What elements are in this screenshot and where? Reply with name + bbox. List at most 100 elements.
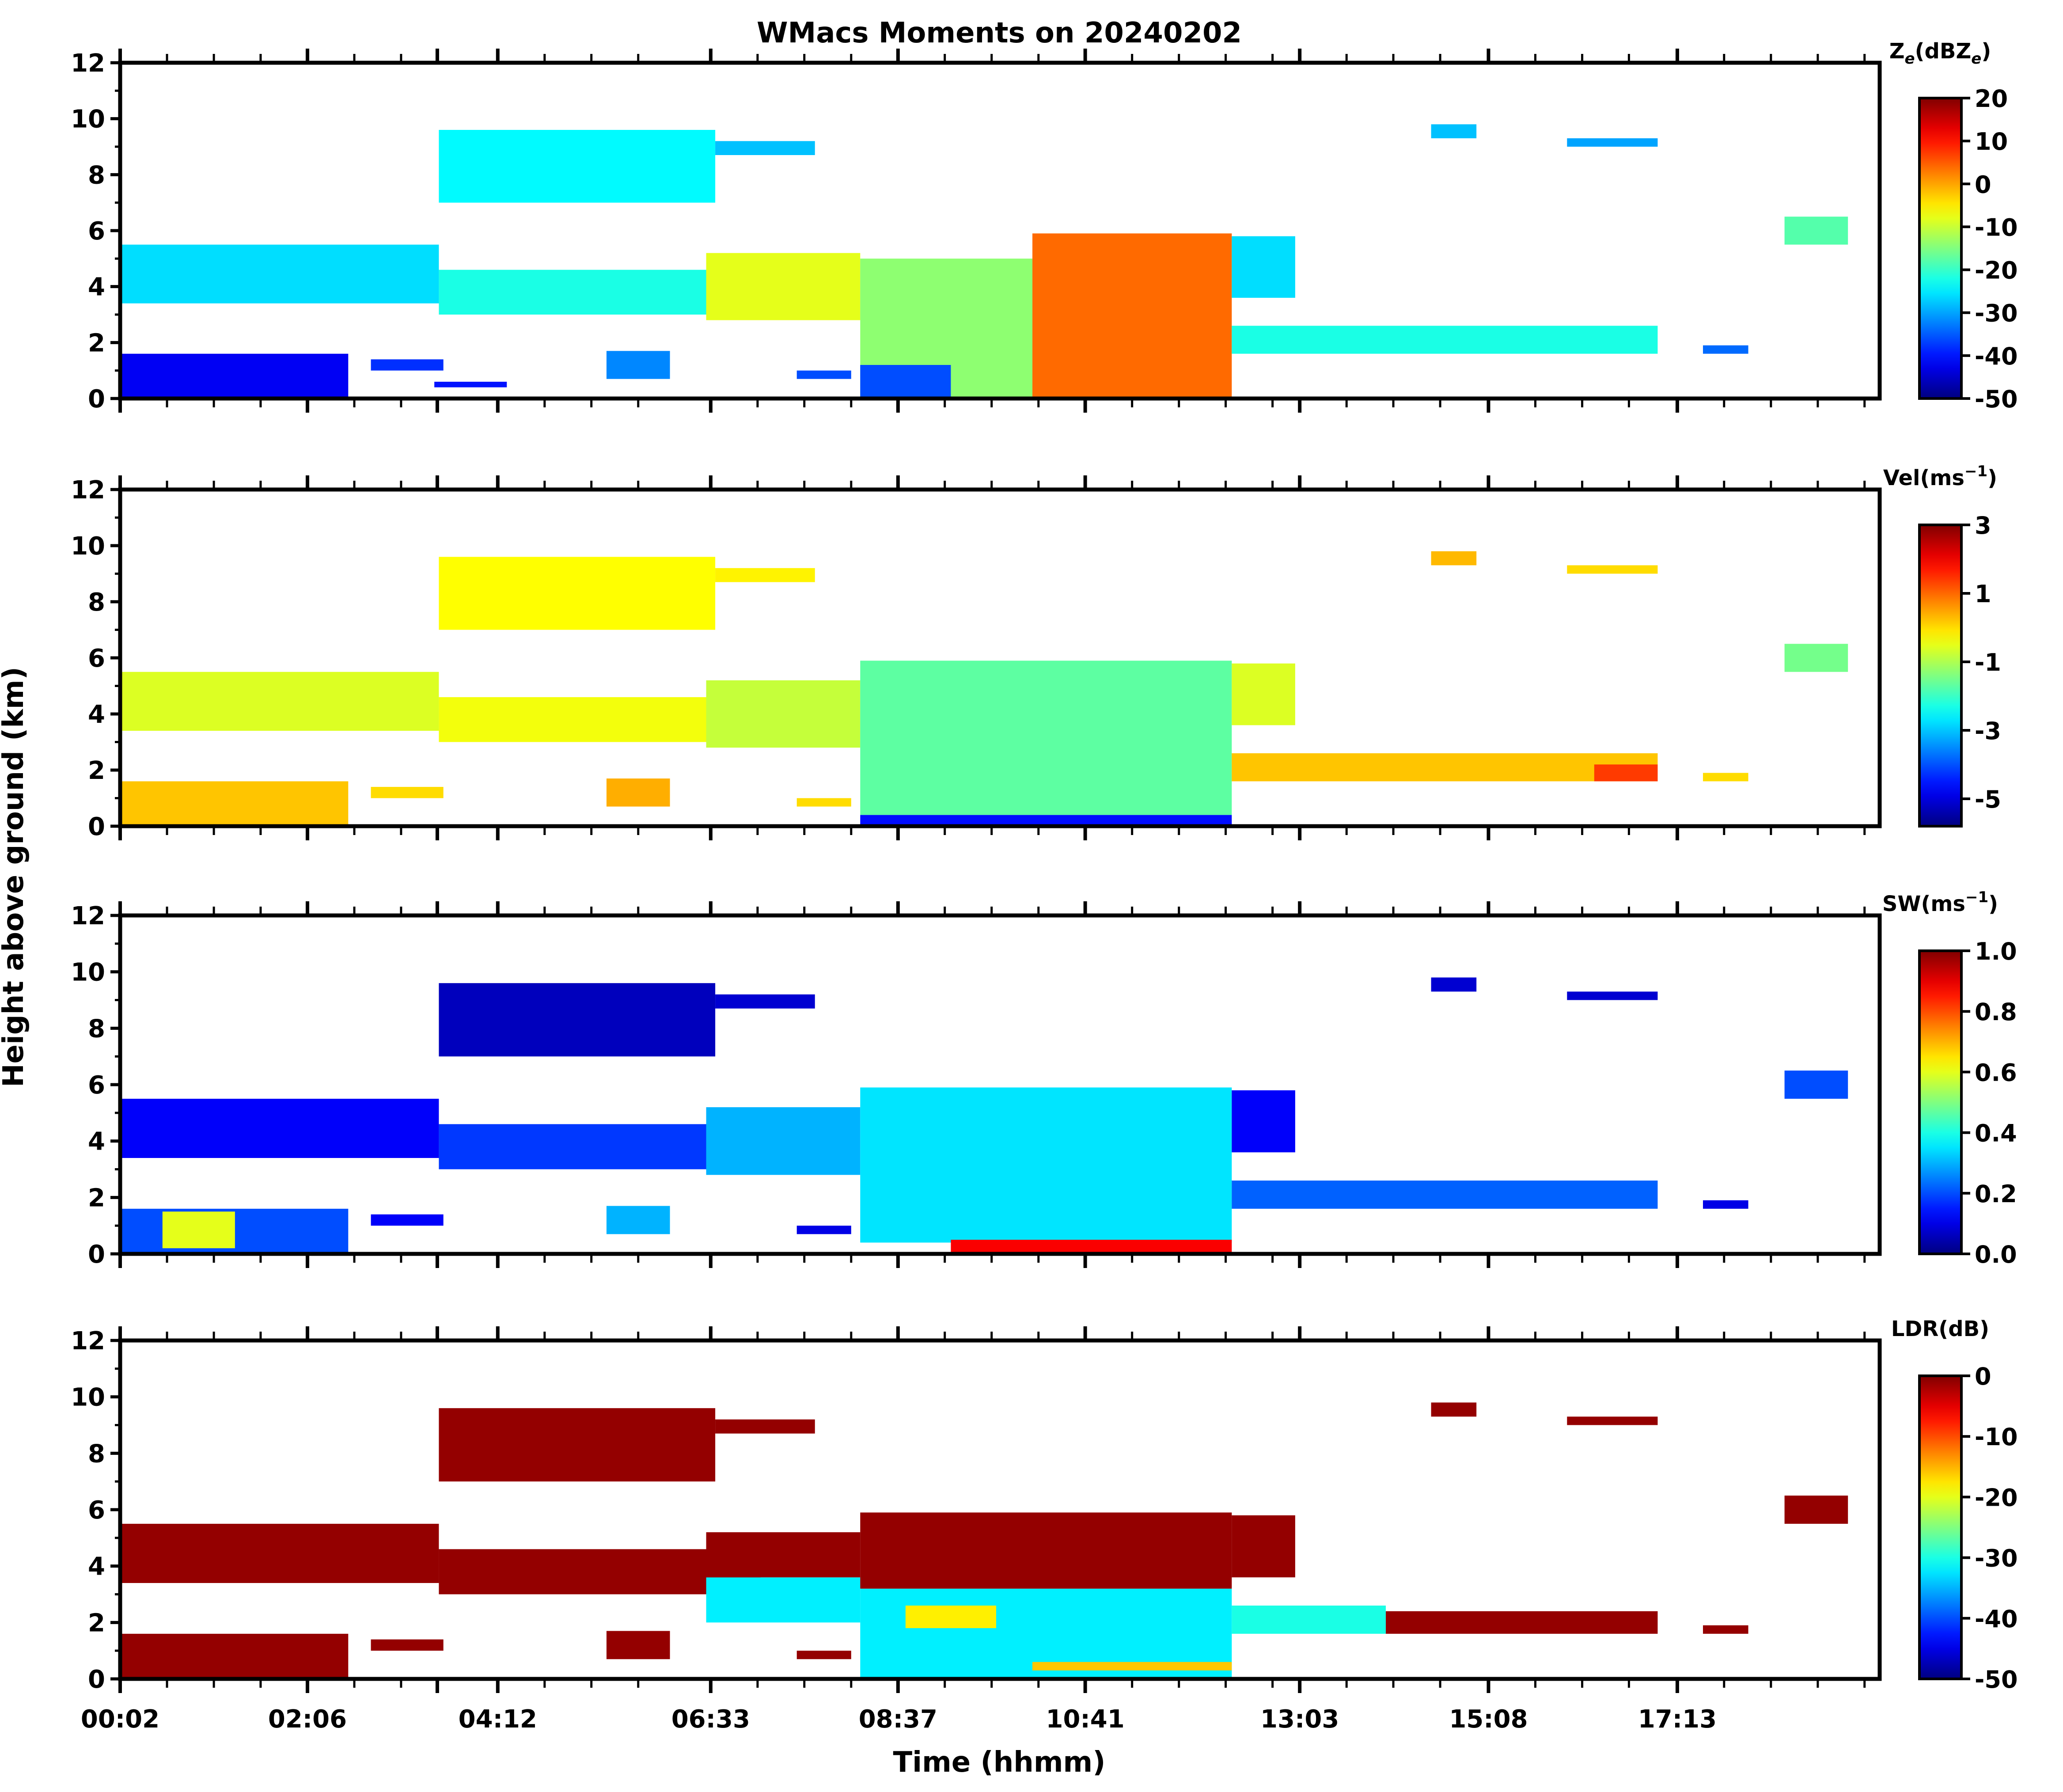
colorbar-tick-label: 1.0	[1975, 938, 2017, 965]
panels: 0 2 4 6 8 10 12 20 10 0 -10 -20 -30 -40 -50 Ze(dBZe) 0 2 4…	[71, 39, 2018, 1694]
heatmap-ze	[121, 124, 1848, 399]
y-tick-label: 12	[71, 49, 105, 78]
x-tick-label: 06:33	[671, 1705, 750, 1734]
heatmap-cell	[1703, 773, 1748, 782]
heatmap-cell	[439, 130, 716, 203]
y-tick-label: 6	[88, 644, 105, 673]
y-tick-label: 4	[88, 700, 105, 729]
heatmap-cell	[121, 353, 349, 399]
heatmap-cell	[860, 1087, 1232, 1243]
colorbar-tick-label: -30	[1975, 300, 2018, 327]
y-tick-label: 2	[88, 1184, 105, 1212]
heatmap-cell	[162, 1211, 235, 1249]
heatmap-cell	[1232, 753, 1658, 782]
y-tick-label: 2	[88, 1609, 105, 1637]
heatmap-cell	[121, 672, 439, 731]
heatmap-cell	[121, 1633, 349, 1679]
y-tick-label: 8	[88, 161, 105, 190]
heatmap-cell	[1386, 1611, 1658, 1634]
colorbar-ze	[1918, 97, 1963, 400]
heatmap-cell	[1567, 565, 1658, 574]
colorbar-sw	[1918, 949, 1963, 1255]
heatmap-cell	[1567, 138, 1658, 147]
heatmap-cell	[715, 994, 815, 1009]
colorbar-tick-label: 20	[1975, 85, 2008, 113]
heatmap-cell	[121, 781, 349, 826]
heatmap-cell	[434, 382, 507, 387]
x-tick-label: 02:06	[268, 1705, 347, 1734]
heatmap-cell	[1232, 663, 1295, 725]
y-tick-label: 8	[88, 1439, 105, 1468]
heatmap-cell	[796, 798, 851, 807]
y-tick-label: 2	[88, 756, 105, 785]
x-tick-label: 04:12	[459, 1705, 537, 1734]
heatmap-cell	[860, 661, 1232, 815]
heatmap-cell	[905, 1606, 996, 1629]
colorbar-tick-label: 0	[1975, 1363, 1991, 1390]
heatmap-cell	[1703, 1200, 1748, 1209]
heatmap-cell	[1784, 644, 1848, 672]
heatmap-cell	[121, 1523, 439, 1583]
heatmap-cell	[439, 557, 716, 630]
colorbar-tick-label: -40	[1975, 1605, 2018, 1633]
figure-title: WMacs Moments on 20240202	[757, 17, 1242, 49]
y-tick-label: 4	[88, 273, 105, 302]
heatmap-cell	[860, 365, 951, 399]
colorbar-tick-label: 0	[1975, 171, 1991, 198]
colorbar-tick-label: 0.6	[1975, 1059, 2017, 1086]
heatmap-cell	[715, 568, 815, 582]
colorbar-tick-label: -40	[1975, 342, 2018, 370]
y-tick-label: 0	[88, 1240, 105, 1269]
heatmap-cell	[606, 1631, 670, 1659]
y-tick-label: 12	[71, 902, 105, 930]
colorbar-label: Ze(dBZe)	[1889, 39, 1991, 68]
y-tick-label: 6	[88, 1496, 105, 1525]
x-tick-label: 15:08	[1449, 1705, 1528, 1734]
colorbar-tick-label: -10	[1975, 213, 2018, 241]
colorbar-tick-label: 0.8	[1975, 998, 2017, 1026]
heatmap-sw	[121, 977, 1848, 1254]
heatmap-cell	[706, 1577, 861, 1623]
x-axis-label: Time (hhmm)	[893, 1746, 1106, 1779]
heatmap-ldr	[121, 1402, 1848, 1679]
colorbar-vel	[1918, 524, 1963, 828]
heatmap-cell	[715, 141, 815, 155]
y-tick-label: 8	[88, 1014, 105, 1043]
heatmap-vel	[121, 551, 1848, 826]
heatmap-cell	[606, 351, 670, 379]
heatmap-cell	[1232, 1606, 1386, 1634]
colorbar-label: Vel(ms−1)	[1883, 463, 1997, 490]
heatmap-cell	[860, 1512, 1232, 1589]
heatmap-cell	[1431, 1402, 1477, 1417]
heatmap-cell	[796, 1651, 851, 1659]
y-tick-label: 4	[88, 1128, 105, 1156]
x-tick-label: 08:37	[859, 1705, 937, 1734]
heatmap-cell	[1567, 1416, 1658, 1425]
panel-sw: 0 2 4 6 8 10 12 1.0 0.8 0.6 0.4 0.2 0.0 SW(ms−1)	[71, 888, 2017, 1269]
colorbar-tick-label: -20	[1975, 257, 2018, 285]
heatmap-cell	[371, 1214, 444, 1226]
colorbar-tick-label: 10	[1975, 128, 2008, 156]
x-tick-label: 00:02	[81, 1705, 159, 1734]
heatmap-cell	[1784, 216, 1848, 245]
heatmap-cell	[951, 1240, 1232, 1254]
heatmap-cell	[796, 1226, 851, 1234]
panel-ldr: 0 2 4 6 8 10 12 0 -10 -20 -30 -40 -50 LDR(dB)	[71, 1317, 2018, 1694]
heatmap-cell	[706, 680, 861, 748]
y-axis-label: Height above ground (km)	[0, 667, 30, 1087]
y-tick-label: 6	[88, 1071, 105, 1100]
x-tick-label: 10:41	[1046, 1705, 1124, 1734]
heatmap-cell	[371, 787, 444, 798]
heatmap-cell	[1784, 1071, 1848, 1099]
y-tick-label: 10	[71, 958, 105, 987]
y-tick-label: 12	[71, 476, 105, 505]
heatmap-cell	[715, 1419, 815, 1434]
heatmap-cell	[439, 983, 716, 1057]
colorbar-label: SW(ms−1)	[1882, 888, 1998, 916]
y-tick-label: 6	[88, 217, 105, 246]
y-tick-label: 10	[71, 1383, 105, 1412]
heatmap-cell	[1567, 991, 1658, 1000]
colorbar-tick-label: -50	[1975, 385, 2018, 413]
colorbar-tick-label: -30	[1975, 1545, 2018, 1572]
